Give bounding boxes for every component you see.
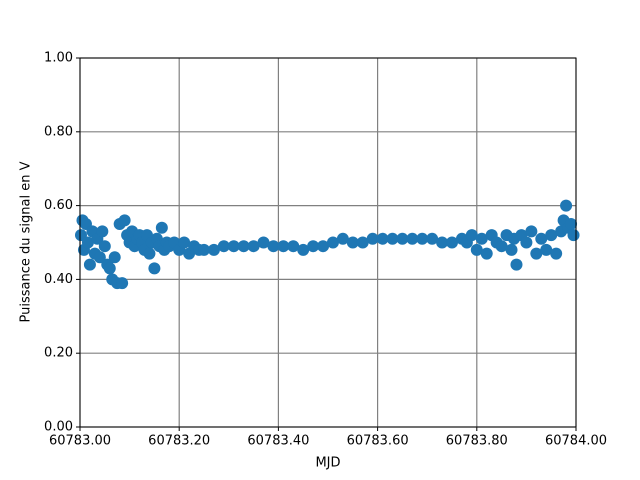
point [217,240,230,253]
point [336,232,349,245]
point [198,243,210,256]
point [148,262,161,275]
point [237,240,250,253]
point [480,247,493,260]
point [118,214,131,227]
point [326,236,339,249]
point [535,232,548,245]
point [267,240,280,253]
point [227,240,240,253]
point [565,218,578,231]
point [116,277,129,290]
point [386,232,399,245]
y-tick-label: 1.00 [44,51,73,66]
point [98,240,111,253]
point [376,232,389,245]
x-tick-label: 60783.00 [49,434,111,449]
point [297,243,310,256]
point [307,240,320,253]
y-tick-label: 0.60 [44,198,73,213]
point [108,251,121,264]
point [81,236,94,249]
point [317,240,330,253]
point [475,232,488,245]
point [540,243,553,256]
point [436,236,449,249]
point [470,243,483,256]
point [510,258,523,271]
point [530,247,543,260]
point [465,229,478,242]
y-axis-label: Puissance du signal en V [19,161,34,322]
point [207,243,220,256]
point [277,240,290,253]
point [93,251,106,264]
point [356,236,369,249]
x-axis-label: MJD [315,456,340,471]
point [103,262,116,275]
point [406,232,419,245]
point [143,247,156,260]
point [96,225,109,238]
plot-frame [79,57,577,428]
point [550,247,563,260]
point [505,243,518,256]
point [83,258,96,271]
point [287,240,300,253]
point [366,232,379,245]
x-tick-label: 60783.20 [148,434,210,449]
x-tick-label: 60783.60 [347,434,409,449]
point [257,236,270,249]
x-tick-label: 60784.00 [545,434,607,449]
point [560,199,573,212]
point [155,221,168,234]
point [446,236,458,249]
x-tick-label: 60783.40 [247,434,309,449]
point [416,232,429,245]
y-tick-label: 0.80 [44,124,73,139]
point [178,236,191,249]
x-tick-label: 60783.80 [446,434,508,449]
y-tick-label: 0.00 [44,420,73,435]
point [346,236,359,249]
y-tick-label: 0.40 [44,272,73,287]
point [247,240,260,253]
y-tick-label: 0.20 [44,346,73,361]
point [567,229,580,242]
point [495,240,508,253]
point [396,232,409,245]
point [426,232,439,245]
point [525,225,538,238]
point [545,229,558,242]
point [520,236,533,249]
